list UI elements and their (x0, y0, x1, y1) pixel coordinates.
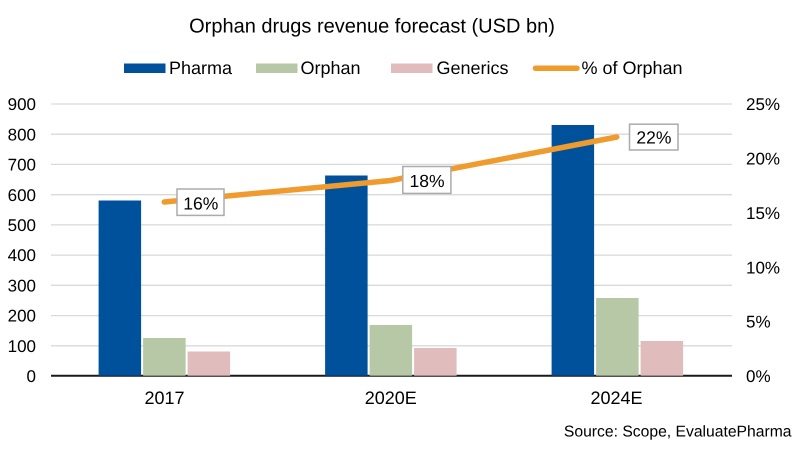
svg-text:15%: 15% (746, 204, 780, 223)
svg-text:300: 300 (8, 276, 36, 295)
svg-text:25%: 25% (746, 95, 780, 114)
svg-text:10%: 10% (746, 258, 780, 277)
svg-text:Generics: Generics (437, 58, 509, 78)
svg-text:200: 200 (8, 307, 36, 326)
svg-text:0: 0 (27, 367, 36, 386)
svg-text:800: 800 (8, 125, 36, 144)
svg-text:0%: 0% (746, 367, 771, 386)
svg-text:2024E: 2024E (590, 388, 642, 408)
svg-text:100: 100 (8, 337, 36, 356)
svg-text:18%: 18% (409, 171, 444, 191)
svg-text:20%: 20% (746, 150, 780, 169)
svg-text:600: 600 (8, 186, 36, 205)
svg-text:% of Orphan: % of Orphan (582, 58, 683, 78)
svg-text:900: 900 (8, 95, 36, 114)
svg-text:5%: 5% (746, 313, 771, 332)
svg-text:500: 500 (8, 216, 36, 235)
svg-text:16%: 16% (183, 193, 218, 213)
svg-text:Orphan: Orphan (301, 58, 361, 78)
svg-text:700: 700 (8, 156, 36, 175)
svg-text:2017: 2017 (144, 388, 184, 408)
svg-text:Pharma: Pharma (169, 58, 233, 78)
svg-text:400: 400 (8, 246, 36, 265)
svg-text:2020E: 2020E (365, 388, 417, 408)
svg-text:Source: Scope, EvaluatePharma: Source: Scope, EvaluatePharma (564, 423, 792, 440)
svg-text:22%: 22% (636, 128, 671, 148)
svg-text:Orphan drugs revenue forecast: Orphan drugs revenue forecast (USD bn) (189, 16, 555, 38)
